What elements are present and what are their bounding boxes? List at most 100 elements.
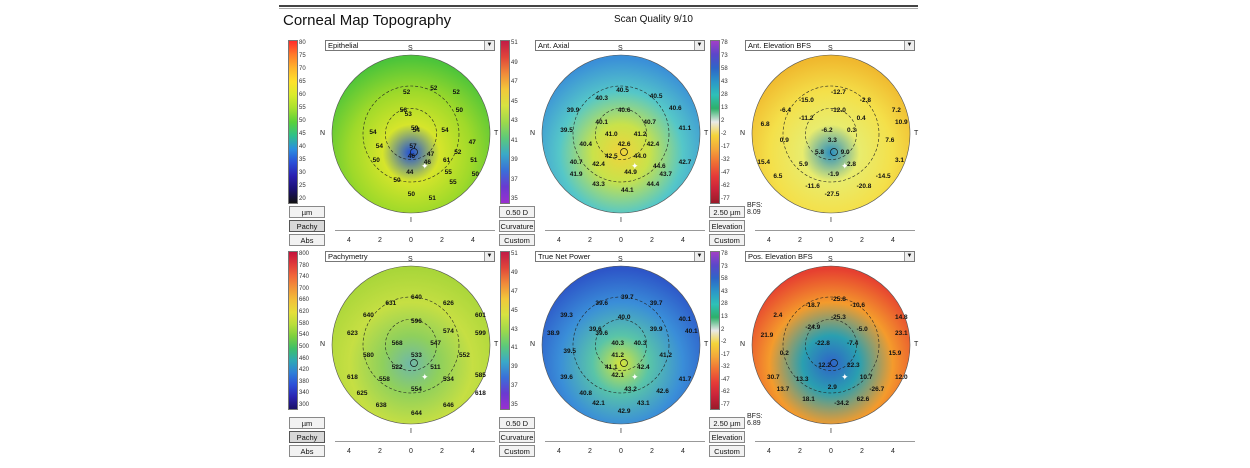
map-value-label: 40.7	[570, 159, 583, 166]
map-option-button[interactable]: µm	[289, 206, 325, 218]
map-option-button[interactable]: 2.50 µm	[709, 417, 745, 429]
color-scale-bar	[288, 251, 298, 410]
map-option-button[interactable]: Custom	[499, 445, 535, 457]
map-value-label: 46	[424, 159, 432, 166]
axis-line	[335, 441, 495, 442]
scale-tick-label: 540	[299, 332, 310, 339]
axis-tick-label: 2	[378, 448, 382, 455]
map-value-label: 39.6	[595, 300, 608, 307]
scale-tick-label: 700	[299, 285, 310, 292]
map-type-dropdown[interactable]: Ant. Elevation BFS ▼	[745, 40, 915, 51]
map-type-dropdown[interactable]: Ant. Axial ▼	[535, 40, 705, 51]
map-value-label: 53	[405, 111, 413, 118]
map-option-button[interactable]: 0.50 D	[499, 206, 535, 218]
axis-line	[545, 230, 705, 231]
map-value-label: 42.5	[605, 153, 618, 160]
map-value-label: 22.3	[847, 362, 860, 369]
pupil-center-marker	[620, 148, 628, 156]
orientation-label-superior: S	[618, 256, 623, 263]
axis-tick-label: 2	[798, 237, 802, 244]
corneal-map-pos-elevation[interactable]: ✦ -25.8 -18.7 -10.6 2.4 -25.3 14.8 -24.9 -5.0 23.…	[751, 265, 911, 425]
map-type-label: True Net Power	[538, 252, 591, 261]
scale-tick-label: 73	[721, 53, 728, 59]
corneal-map-ant-elevation[interactable]: ✦ -12.7 -15.0 -2.8 -6.4 -12.0 7.2 -11.2 0.4 10.9 6…	[751, 54, 911, 214]
scale-tick-label: 55	[299, 105, 306, 111]
map-value-label: 554	[411, 386, 422, 393]
map-option-button[interactable]: 2.50 µm	[709, 206, 745, 218]
map-value-label: 41.7	[679, 376, 692, 383]
scale-tick-label: 740	[299, 274, 310, 281]
scale-tick-label: 460	[299, 355, 310, 362]
map-option-button[interactable]: Custom	[709, 445, 745, 457]
map-disc	[331, 265, 491, 425]
map-option-button[interactable]: µm	[289, 417, 325, 429]
axis-tick-label: 2	[798, 448, 802, 455]
map-value-label: 41.2	[634, 131, 647, 138]
scale-tick-label: 47	[511, 288, 518, 295]
map-value-label: 644	[411, 410, 422, 417]
map-value-label: 50	[373, 157, 381, 164]
map-value-label: 6.8	[761, 121, 770, 128]
mm-axis: 4 2 0 2 4	[335, 441, 495, 461]
corneal-map-ant-axial[interactable]: ✦ 40.5 40.5 40.3 39.9 40.6 40.6 40.1 40.7 41.1 39.…	[541, 54, 701, 214]
map-type-dropdown[interactable]: True Net Power ▼	[535, 251, 705, 262]
map-option-button[interactable]: Custom	[709, 234, 745, 246]
map-option-button[interactable]: Elevation	[709, 431, 745, 443]
color-scale-bar	[710, 251, 720, 410]
axis-tick-label: 4	[767, 237, 771, 244]
axis-tick-label: 2	[860, 448, 864, 455]
map-value-label: 40.8	[579, 390, 592, 397]
axis-tick-label: 0	[409, 448, 413, 455]
map-option-button[interactable]: Elevation	[709, 220, 745, 232]
axis-line	[335, 230, 495, 231]
map-option-button[interactable]: Abs	[289, 445, 325, 457]
map-value-label: 40.4	[579, 141, 592, 148]
orientation-label-inferior: I	[410, 217, 412, 224]
map-value-label: 14.8	[895, 314, 908, 321]
scale-tick-label: 40	[299, 144, 306, 150]
map-value-label: 601	[475, 312, 486, 319]
axis-tick-label: 4	[471, 237, 475, 244]
scale-tick-label: 2	[721, 326, 725, 333]
orientation-label-nasal: N	[320, 130, 326, 137]
map-type-dropdown[interactable]: Pos. Elevation BFS ▼	[745, 251, 915, 262]
map-option-button[interactable]: Pachy	[289, 220, 325, 232]
map-value-label: 5.9	[799, 161, 808, 168]
zone-ring	[572, 296, 670, 394]
map-value-label: 39.5	[563, 348, 576, 355]
map-value-label: 42.9	[618, 408, 631, 415]
scale-tick-label: 78	[721, 251, 728, 257]
map-type-dropdown[interactable]: Pachymetry ▼	[325, 251, 495, 262]
map-value-label: 47	[427, 151, 435, 158]
scale-tick-label: 45	[511, 307, 518, 314]
scale-tick-label: 60	[299, 92, 306, 98]
map-option-button[interactable]: Custom	[499, 234, 535, 246]
map-type-dropdown[interactable]: Epithelial ▼	[325, 40, 495, 51]
scale-tick-label: -77	[721, 402, 730, 408]
map-option-button[interactable]: Curvature	[499, 431, 535, 443]
scale-tick-label: 41	[511, 345, 518, 352]
chevron-down-icon: ▼	[484, 252, 494, 261]
axis-tick-label: 4	[767, 448, 771, 455]
axis-tick-label: 4	[557, 237, 561, 244]
map-option-button[interactable]: Pachy	[289, 431, 325, 443]
map-value-label: 638	[376, 402, 387, 409]
map-type-label: Pos. Elevation BFS	[748, 252, 813, 261]
map-value-label: 41.2	[611, 352, 624, 359]
map-option-button[interactable]: Abs	[289, 234, 325, 246]
map-value-label: 618	[475, 390, 486, 397]
scale-tick-label: 39	[511, 157, 518, 163]
map-option-button[interactable]: 0.50 D	[499, 417, 535, 429]
map-option-button[interactable]: Curvature	[499, 220, 535, 232]
map-value-label: 44.6	[653, 163, 666, 170]
map-value-label: 52	[453, 89, 461, 96]
map-value-label: 40.5	[616, 87, 629, 94]
corneal-map-pachymetry[interactable]: ✦ 640 631 626 640 601 596 574 623 599 568 547 580 533…	[331, 265, 491, 425]
map-value-label: 38.9	[547, 330, 560, 337]
map-value-label: 534	[443, 376, 454, 383]
map-value-label: 62.6	[857, 396, 870, 403]
scale-tick-label: -62	[721, 389, 730, 396]
map-value-label: 39.6	[560, 374, 573, 381]
corneal-map-true-net-power[interactable]: ✦39.739.6 39.739.3 40.0 40.139.6 39.939.640.…	[541, 265, 701, 425]
